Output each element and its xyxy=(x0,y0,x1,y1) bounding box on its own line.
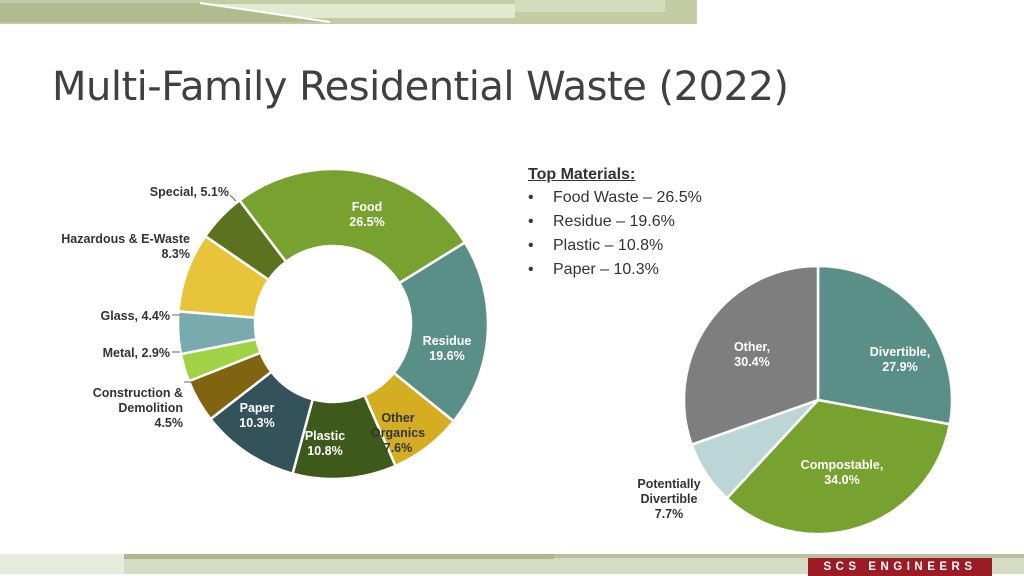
donut-label-residue: Residue 19.6% xyxy=(423,334,472,363)
top-materials-heading: Top Materials: xyxy=(528,166,636,183)
donut-label-construction-demolition: Construction & Demolition 4.5% xyxy=(93,386,183,430)
pie-label-divertible: Divertible, 27.9% xyxy=(870,345,930,374)
donut-slice-residue xyxy=(391,240,490,424)
pie-slice-other xyxy=(682,264,820,447)
donut-label-paper: Paper 10.3% xyxy=(239,401,274,430)
footer-decoration xyxy=(0,554,1024,574)
donut-label-metal: Metal, 2.9% xyxy=(103,346,170,360)
donut-label-hazardous-e-waste: Hazardous & E-Waste 8.3% xyxy=(61,232,190,261)
donut-label-food: Food 26.5% xyxy=(349,200,384,229)
top-materials-panel: Top Materials: Food Waste – 26.5% Residu… xyxy=(528,166,702,282)
donut-label-glass: Glass, 4.4% xyxy=(101,309,171,323)
header-decoration xyxy=(0,0,697,24)
pie-label-potentially-divertible: Potentially Divertible 7.7% xyxy=(637,477,700,521)
donut-label-plastic: Plastic 10.8% xyxy=(305,429,345,458)
brand-logo: SCS ENGINEERS xyxy=(808,558,992,576)
pie-slice-compostable xyxy=(725,398,952,536)
donut-leader-line xyxy=(229,194,237,202)
pie-slice-divertible xyxy=(816,264,954,426)
top-materials-list: Food Waste – 26.5% Residue – 19.6% Plast… xyxy=(528,186,702,282)
pie-label-other: Other, 30.4% xyxy=(734,340,770,369)
list-item: Residue – 19.6% xyxy=(528,210,702,234)
donut-slice-food xyxy=(237,167,467,285)
list-item: Plastic – 10.8% xyxy=(528,234,702,258)
page-title: Multi-Family Residential Waste (2022) xyxy=(52,64,789,110)
donut-slice-special xyxy=(203,198,288,282)
pie-label-compostable: Compostable, 34.0% xyxy=(801,458,884,487)
list-item: Food Waste – 26.5% xyxy=(528,186,702,210)
donut-label-other-organics: Other Organics 7.6% xyxy=(371,411,425,455)
donut-label-special: Special, 5.1% xyxy=(150,185,229,199)
list-item: Paper – 10.3% xyxy=(528,258,702,282)
